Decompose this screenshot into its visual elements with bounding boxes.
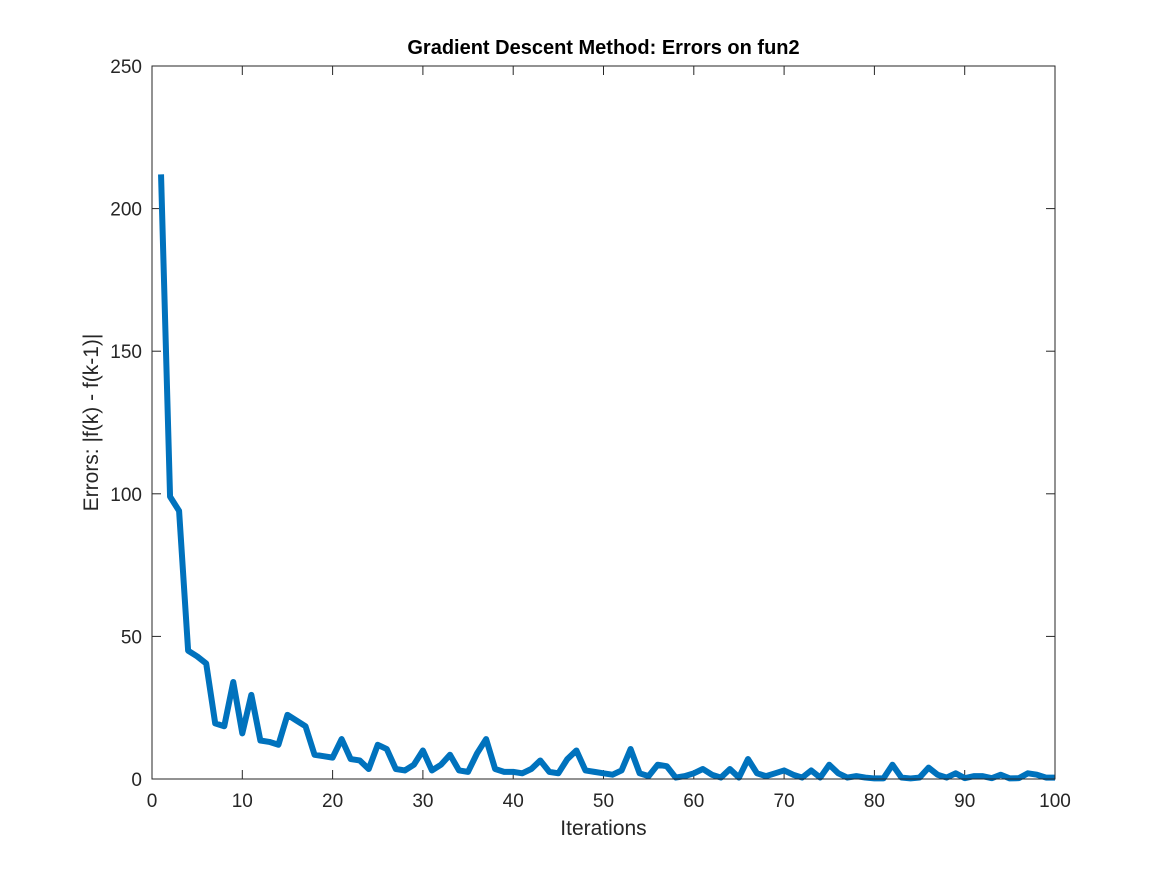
x-tick-label: 30 [412, 791, 433, 812]
chart-title: Gradient Descent Method: Errors on fun2 [407, 37, 799, 59]
y-tick-label: 0 [131, 770, 142, 791]
y-tick-label: 200 [110, 200, 142, 221]
series-line [158, 174, 1055, 782]
y-axis-label: Errors: |f(k) - f(k-1)| [80, 334, 103, 512]
x-tick-label: 60 [683, 791, 704, 812]
x-tick-label: 50 [593, 791, 614, 812]
x-tick-label: 80 [864, 791, 885, 812]
x-tick-label: 10 [232, 791, 253, 812]
y-tick-label: 50 [121, 627, 142, 648]
y-tick-label: 100 [110, 485, 142, 506]
x-axis-label: Iterations [560, 817, 646, 840]
x-tick-label: 0 [147, 791, 158, 812]
x-tick-label: 100 [1039, 791, 1071, 812]
y-tick-label: 250 [110, 57, 142, 78]
series-layer [158, 174, 1055, 782]
axes-background [152, 66, 1055, 779]
x-tick-label: 20 [322, 791, 343, 812]
x-tick-label: 90 [954, 791, 975, 812]
x-tick-label: 40 [503, 791, 524, 812]
ticks-layer: 0 10 20 30 40 50 60 70 80 90 100 0 50 100 150 200 250 [110, 57, 1071, 812]
axes-box [151, 65, 1056, 780]
x-tick-label: 70 [774, 791, 795, 812]
y-tick-label: 150 [110, 342, 142, 363]
